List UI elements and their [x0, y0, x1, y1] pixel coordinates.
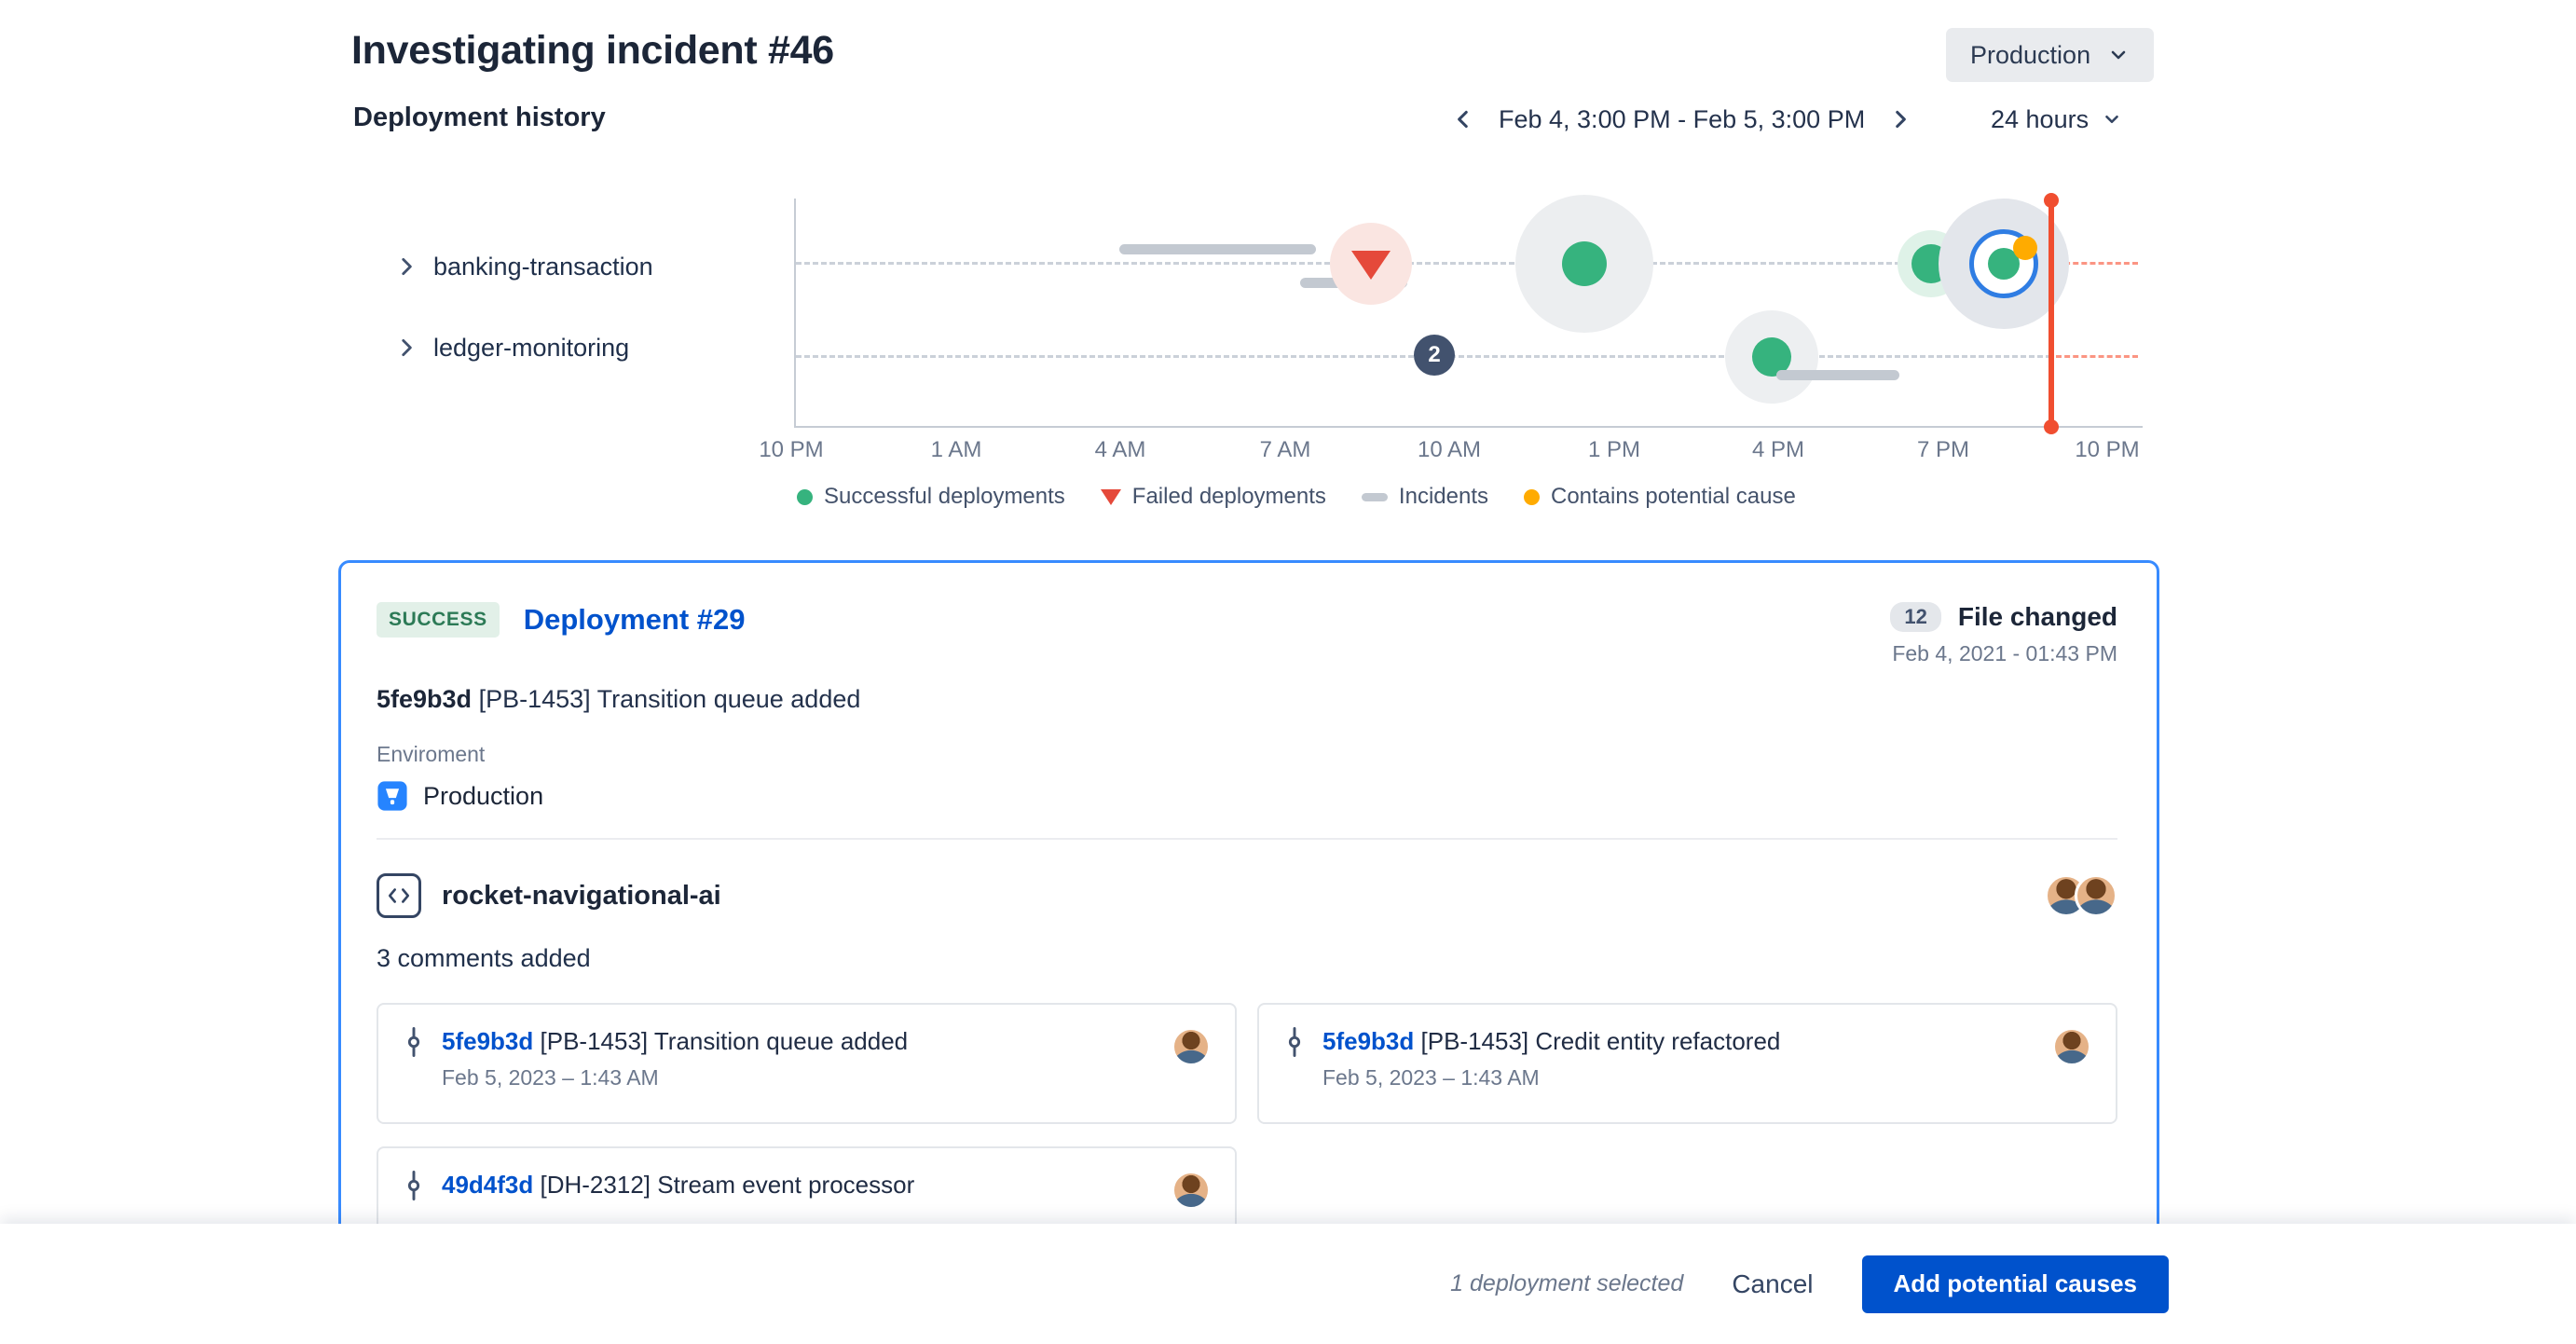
files-changed-label: File changed — [1957, 602, 2117, 631]
chevron-down-icon — [2107, 44, 2130, 66]
environment-label: Enviroment — [377, 742, 486, 766]
interval-dropdown-label: 24 hours — [1991, 104, 2090, 133]
commit-branch-icon — [403, 1171, 425, 1200]
timeline-chart: 2 10 PM 1 AM 4 AM 7 AM 10 AM 1 PM 4 PM 7… — [759, 193, 2143, 462]
files-count-badge: 12 — [1890, 602, 1941, 632]
legend-label: Contains potential cause — [1550, 484, 1796, 509]
x-axis-tick: 10 PM — [759, 437, 824, 462]
legend-item-successful: Successful deployments — [797, 484, 1065, 510]
deployment-commit-summary: 5fe9b3d [PB-1453] Transition queue added — [377, 685, 2117, 714]
x-axis-tick: 10 AM — [1417, 437, 1482, 462]
environment-dropdown[interactable]: Production — [1946, 28, 2155, 82]
x-axis-tick: 10 PM — [2075, 437, 2140, 462]
date-range-prev-button[interactable] — [1443, 99, 1484, 140]
selection-time-line[interactable] — [2048, 200, 2054, 428]
selected-deployment-marker[interactable] — [1969, 229, 2038, 298]
legend-label: Successful deployments — [824, 484, 1065, 509]
incident-bar-icon — [1361, 492, 1388, 501]
deployment-title-link[interactable]: Deployment #29 — [523, 603, 746, 636]
date-range-label: Feb 4, 3:00 PM - Feb 5, 3:00 PM — [1499, 104, 1866, 133]
cancel-button[interactable]: Cancel — [1732, 1269, 1814, 1298]
date-range-navigator: Feb 4, 3:00 PM - Feb 5, 3:00 PM — [1443, 97, 1921, 142]
card-divider — [377, 838, 2117, 840]
commit-avatar — [2052, 1027, 2091, 1066]
commit-date: Feb 5, 2023 – 1:43 AM — [1322, 1065, 1540, 1090]
failed-deployment-marker[interactable] — [1351, 251, 1391, 280]
selection-note: 1 deployment selected — [1450, 1270, 1684, 1296]
commit-hash-link[interactable]: 49d4f3d — [442, 1171, 534, 1199]
deployment-history-title: Deployment history — [353, 103, 606, 132]
commit-message: [PB-1453] Credit entity refactored — [1420, 1027, 1781, 1055]
chevron-left-icon — [1458, 110, 1468, 129]
commit-branch-icon — [1283, 1027, 1306, 1057]
chart-row-label: banking-transaction — [433, 252, 653, 281]
gridline-row1 — [796, 262, 2051, 265]
chart-row-ledger-monitoring[interactable]: ledger-monitoring — [394, 327, 629, 368]
deployment-environment-icon — [377, 780, 408, 812]
commit-avatar — [1172, 1027, 1211, 1066]
chart-row-banking-transaction[interactable]: banking-transaction — [394, 246, 653, 287]
gridline-red-row2 — [2056, 355, 2138, 358]
commit-branch-icon — [403, 1027, 425, 1057]
environment-row: Production — [377, 780, 2117, 812]
x-axis-tick: 7 AM — [1259, 437, 1311, 462]
legend-item-potential-cause: Contains potential cause — [1523, 484, 1796, 510]
add-potential-causes-button[interactable]: Add potential causes — [1861, 1255, 2169, 1313]
commit-card[interactable]: 5fe9b3d [PB-1453] Transition queue added… — [377, 1003, 1237, 1124]
legend-item-incidents: Incidents — [1361, 484, 1488, 510]
successful-deployment-marker[interactable] — [1562, 241, 1607, 286]
incident-bar[interactable] — [1776, 370, 1899, 380]
page-title: Investigating incident #46 — [351, 28, 834, 73]
grouped-deployments-badge[interactable]: 2 — [1414, 335, 1455, 376]
commit-card[interactable]: 5fe9b3d [PB-1453] Credit entity refactor… — [1257, 1003, 2117, 1124]
commit-message: [PB-1453] Transition queue added — [478, 685, 861, 713]
commit-message: [DH-2312] Stream event processor — [540, 1171, 915, 1199]
environment-value: Production — [423, 781, 544, 810]
commit-hash-link[interactable]: 5fe9b3d — [442, 1027, 534, 1055]
legend-label: Incidents — [1398, 484, 1488, 509]
deployment-timestamp: Feb 4, 2021 - 01:43 PM — [1892, 641, 2117, 665]
code-icon — [377, 873, 421, 918]
selection-line-top-dot — [2044, 193, 2059, 208]
chevron-right-icon — [1896, 110, 1907, 129]
legend-label: Failed deployments — [1131, 484, 1326, 509]
gridline-red-row1 — [2056, 262, 2138, 265]
legend-item-failed: Failed deployments — [1100, 484, 1326, 510]
repo-name: rocket-navigational-ai — [442, 880, 721, 911]
repo-section: rocket-navigational-ai 3 comments added … — [341, 840, 2157, 1268]
status-badge: SUCCESS — [377, 602, 500, 638]
failed-triangle-icon — [1100, 488, 1121, 505]
avatar — [2075, 874, 2117, 917]
chevron-down-icon — [2102, 109, 2122, 130]
repo-avatars — [2045, 874, 2117, 917]
commit-message: [PB-1453] Transition queue added — [540, 1027, 909, 1055]
deployment-card-header: SUCCESS Deployment #29 12 File changed F… — [341, 563, 2157, 840]
potential-cause-dot — [2013, 236, 2037, 260]
chart-legend: Successful deployments Failed deployment… — [797, 481, 1796, 513]
x-axis-tick: 4 AM — [1094, 437, 1146, 462]
chart-row-label: ledger-monitoring — [433, 333, 630, 362]
commit-avatar — [1172, 1171, 1211, 1210]
commit-hash-link[interactable]: 5fe9b3d — [1322, 1027, 1415, 1055]
environment-dropdown-label: Production — [1970, 40, 2091, 69]
selection-line-bottom-dot — [2044, 419, 2059, 434]
date-range-next-button[interactable] — [1880, 99, 1921, 140]
footer-action-bar: 1 deployment selected Cancel Add potenti… — [0, 1224, 2576, 1344]
commit-hash: 5fe9b3d — [377, 685, 473, 713]
cause-dot-icon — [1523, 488, 1540, 505]
chevron-right-icon[interactable] — [394, 254, 418, 279]
x-axis-tick: 1 AM — [930, 437, 982, 462]
commit-date: Feb 5, 2023 – 1:43 AM — [442, 1065, 659, 1090]
x-axis-tick: 1 PM — [1587, 437, 1641, 462]
chevron-right-icon[interactable] — [394, 336, 418, 360]
success-dot-icon — [797, 488, 813, 505]
comments-summary: 3 comments added — [377, 944, 591, 972]
x-axis-tick: 4 PM — [1751, 437, 1805, 462]
interval-dropdown[interactable]: 24 hours — [1991, 97, 2122, 142]
incident-bar[interactable] — [1119, 244, 1316, 254]
x-axis-tick: 7 PM — [1916, 437, 1970, 462]
deployment-card: SUCCESS Deployment #29 12 File changed F… — [338, 560, 2159, 1287]
